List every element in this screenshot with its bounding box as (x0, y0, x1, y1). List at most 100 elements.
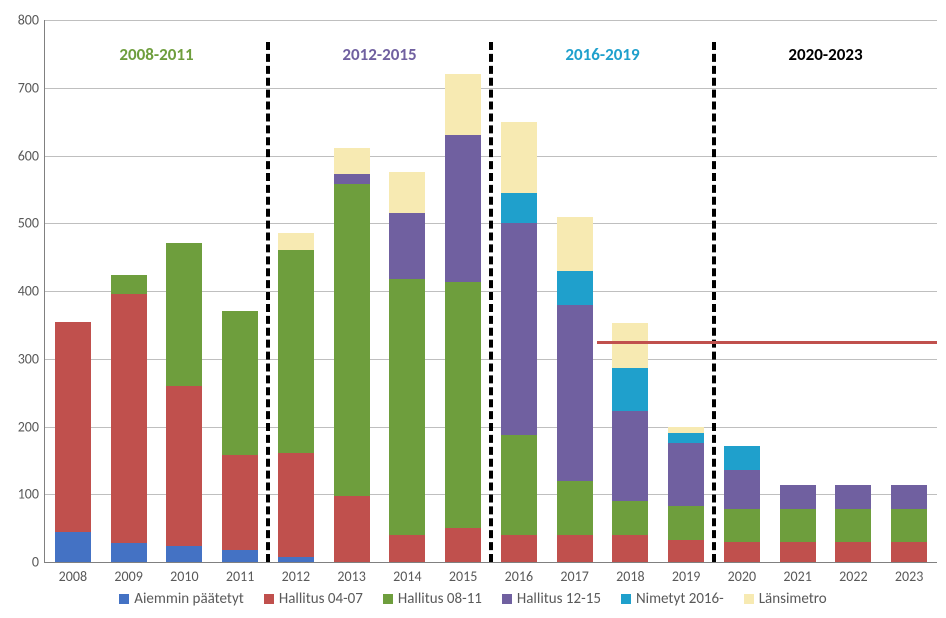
bar-segment (724, 509, 760, 542)
legend-label: Aiemmin päätetyt (134, 590, 244, 608)
bar-segment (334, 148, 370, 174)
x-tick-label: 2012 (282, 568, 310, 585)
chart-container: 0100200300400500600700800200820092010201… (0, 0, 946, 618)
bar-segment (222, 550, 258, 562)
bar-segment (780, 542, 816, 562)
bar-segment (557, 481, 593, 535)
bar-segment (222, 311, 258, 455)
bar-segment (501, 223, 537, 435)
bar-segment (724, 542, 760, 562)
period-divider (712, 42, 716, 562)
legend-item: Aiemmin päätetyt (119, 590, 244, 608)
bar-segment (891, 509, 927, 542)
bar-segment (166, 243, 202, 386)
x-tick-label: 2020 (728, 568, 756, 585)
legend-swatch (744, 594, 754, 604)
bar-segment (501, 435, 537, 535)
legend-item: Hallitus 12-15 (502, 590, 601, 608)
bar-group (389, 20, 425, 562)
bar-segment (668, 506, 704, 540)
y-tick-label: 500 (18, 215, 39, 232)
x-tick-label: 2013 (337, 568, 365, 585)
bar-segment (668, 433, 704, 443)
bar-segment (445, 282, 481, 528)
bar-group (724, 20, 760, 562)
bar-segment (501, 122, 537, 193)
bar-group (557, 20, 593, 562)
legend: Aiemmin päätetyt Hallitus 04-07 Hallitus 0… (0, 590, 946, 608)
bar-segment (278, 233, 314, 250)
bar-segment (334, 184, 370, 496)
x-tick-label: 2011 (226, 568, 254, 585)
x-tick-label: 2008 (59, 568, 87, 585)
bar-segment (780, 485, 816, 509)
x-tick-label: 2023 (895, 568, 923, 585)
y-tick-label: 300 (18, 350, 39, 367)
legend-label: Hallitus 08-11 (398, 590, 482, 608)
bar-segment (612, 368, 648, 411)
bar-segment (668, 443, 704, 505)
bar-segment (389, 535, 425, 562)
x-tick-label: 2021 (783, 568, 811, 585)
bar-segment (166, 546, 202, 562)
x-tick-label: 2009 (114, 568, 142, 585)
y-tick-label: 600 (18, 147, 39, 164)
bar-segment (445, 528, 481, 562)
x-tick-label: 2015 (449, 568, 477, 585)
bar-segment (724, 446, 760, 470)
legend-item: Nimetyt 2016- (621, 590, 724, 608)
bar-segment (278, 250, 314, 453)
x-tick-label: 2010 (170, 568, 198, 585)
bar-segment (557, 535, 593, 562)
y-tick-label: 400 (18, 283, 39, 300)
bar-segment (612, 323, 648, 368)
bar-segment (557, 271, 593, 305)
period-divider (489, 42, 493, 562)
legend-item: Hallitus 04-07 (264, 590, 363, 608)
period-label: 2016-2019 (565, 44, 639, 65)
bar-segment (111, 275, 147, 293)
bar-segment (501, 535, 537, 562)
bar-segment (612, 501, 648, 535)
legend-label: Länsimetro (759, 590, 827, 608)
bar-segment (334, 174, 370, 184)
bar-segment (780, 509, 816, 542)
y-tick-label: 100 (18, 486, 39, 503)
period-label: 2020-2023 (788, 44, 862, 65)
legend-label: Hallitus 04-07 (279, 590, 363, 608)
bar-segment (445, 74, 481, 135)
y-tick-label: 700 (18, 79, 39, 96)
bar-segment (891, 542, 927, 562)
legend-item: Hallitus 08-11 (383, 590, 482, 608)
bar-segment (668, 540, 704, 562)
bar-segment (222, 455, 258, 550)
bar-segment (166, 386, 202, 546)
legend-swatch (502, 594, 512, 604)
reference-line (597, 341, 937, 344)
bar-group (55, 20, 91, 562)
period-label: 2012-2015 (342, 44, 416, 65)
bar-group (111, 20, 147, 562)
bar-segment (612, 535, 648, 562)
bar-group (612, 20, 648, 562)
bar-segment (389, 279, 425, 535)
bar-segment (557, 305, 593, 481)
x-tick-label: 2014 (393, 568, 421, 585)
bar-group (891, 20, 927, 562)
y-tick-label: 200 (18, 418, 39, 435)
bar-segment (835, 509, 871, 542)
bar-segment (612, 411, 648, 501)
bar-segment (334, 496, 370, 562)
bar-segment (891, 485, 927, 509)
bar-segment (55, 532, 91, 562)
bar-segment (668, 427, 704, 434)
x-tick-label: 2017 (560, 568, 588, 585)
period-label: 2008-2011 (119, 44, 193, 65)
bar-segment (111, 543, 147, 562)
y-tick-label: 800 (18, 12, 39, 29)
bar-segment (389, 172, 425, 213)
bar-group (222, 20, 258, 562)
bar-group (278, 20, 314, 562)
bar-group (501, 20, 537, 562)
bar-segment (501, 193, 537, 223)
